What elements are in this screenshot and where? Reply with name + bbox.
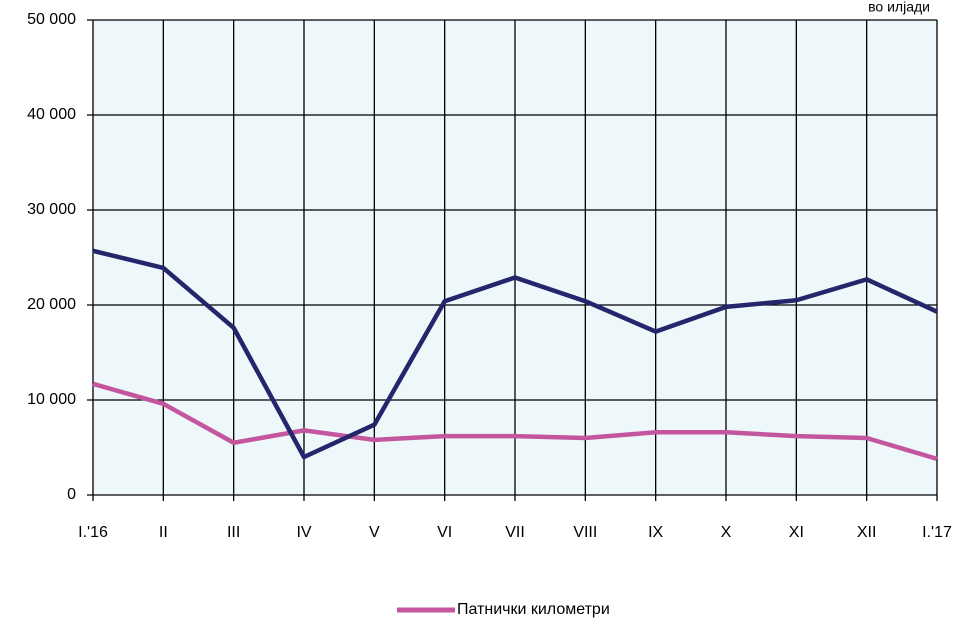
legend-label: Патнички километри bbox=[457, 601, 610, 618]
y-tick-label: 20 000 bbox=[27, 296, 76, 313]
x-tick-label: IX bbox=[648, 524, 663, 541]
x-tick-label: III bbox=[227, 524, 240, 541]
x-tick-label: XI bbox=[789, 524, 804, 541]
series-line bbox=[92, 248, 938, 460]
x-tick-label: XII bbox=[857, 524, 877, 541]
x-tick-label: VI bbox=[437, 524, 452, 541]
x-tick-label: IV bbox=[296, 524, 311, 541]
x-tick-label: I.'16 bbox=[78, 524, 108, 541]
x-tick-label: V bbox=[369, 524, 380, 541]
y-tick-label: 10 000 bbox=[27, 391, 76, 408]
x-tick-label: II bbox=[159, 524, 168, 541]
annotation: во илјади bbox=[868, 0, 930, 15]
y-tick-label: 40 000 bbox=[27, 106, 76, 123]
x-tick-label: VIII bbox=[573, 524, 597, 541]
series-line bbox=[92, 381, 938, 462]
y-tick-label: 0 bbox=[67, 486, 76, 503]
x-tick-label: X bbox=[721, 524, 732, 541]
y-tick-label: 30 000 bbox=[27, 201, 76, 218]
x-tick-label: I.'17 bbox=[922, 524, 952, 541]
y-tick-label: 50 000 bbox=[27, 11, 76, 28]
x-tick-label: VII bbox=[505, 524, 525, 541]
